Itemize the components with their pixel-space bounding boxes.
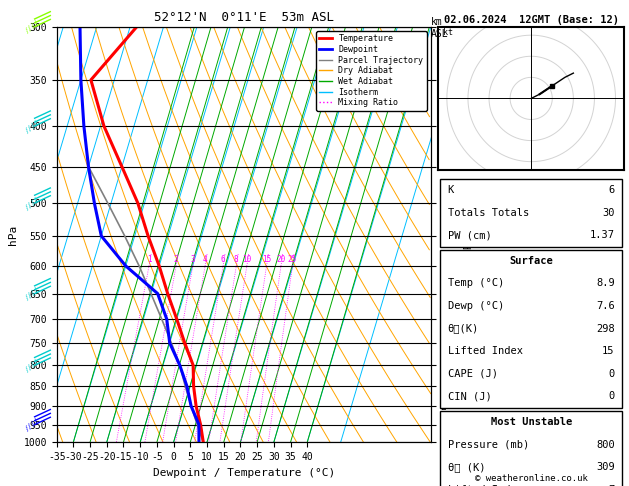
Text: 6: 6 (608, 185, 615, 195)
Text: CAPE (J): CAPE (J) (448, 369, 498, 379)
Text: 10: 10 (242, 255, 252, 264)
Text: K: K (448, 185, 454, 195)
Text: km
ASL: km ASL (431, 17, 448, 38)
Text: CIN (J): CIN (J) (448, 391, 491, 401)
Text: kt: kt (443, 28, 453, 37)
Text: 4: 4 (203, 255, 208, 264)
Text: 0: 0 (608, 391, 615, 401)
Text: θᴄ (K): θᴄ (K) (448, 462, 485, 472)
Text: 15: 15 (262, 255, 271, 264)
Text: PW (cm): PW (cm) (448, 230, 491, 240)
Bar (440, 250, 622, 408)
Text: ////: //// (24, 286, 41, 301)
Text: Pressure (mb): Pressure (mb) (448, 440, 529, 450)
Text: ////: //// (24, 417, 41, 433)
Text: ////: //// (24, 195, 41, 211)
Text: Temp (°C): Temp (°C) (448, 278, 504, 289)
Text: Lifted Index: Lifted Index (448, 485, 523, 486)
Title: 52°12'N  0°11'E  53m ASL: 52°12'N 0°11'E 53m ASL (153, 11, 334, 24)
Text: 1.37: 1.37 (590, 230, 615, 240)
Text: 20: 20 (276, 255, 286, 264)
Text: 25: 25 (288, 255, 297, 264)
Text: 800: 800 (596, 440, 615, 450)
Text: 309: 309 (596, 462, 615, 472)
Text: © weatheronline.co.uk: © weatheronline.co.uk (475, 474, 587, 483)
Text: Dewp (°C): Dewp (°C) (448, 301, 504, 311)
Text: 8.9: 8.9 (596, 278, 615, 289)
Y-axis label: hPa: hPa (8, 225, 18, 244)
Text: 7: 7 (608, 485, 615, 486)
Text: 30: 30 (602, 208, 615, 218)
Text: ////: //// (24, 19, 41, 35)
Text: Lifted Index: Lifted Index (448, 346, 523, 356)
Text: 02.06.2024  12GMT (Base: 12): 02.06.2024 12GMT (Base: 12) (443, 15, 619, 25)
Bar (440, 179, 622, 246)
Text: 0: 0 (608, 369, 615, 379)
Text: θᴄ(K): θᴄ(K) (448, 324, 479, 333)
Bar (440, 411, 622, 486)
Text: 2: 2 (174, 255, 179, 264)
Legend: Temperature, Dewpoint, Parcel Trajectory, Dry Adiabat, Wet Adiabat, Isotherm, Mi: Temperature, Dewpoint, Parcel Trajectory… (316, 31, 426, 110)
Text: ////: //// (24, 118, 41, 134)
Text: 15: 15 (602, 346, 615, 356)
Text: 3: 3 (191, 255, 195, 264)
Y-axis label: Mixing Ratio (g/kg): Mixing Ratio (g/kg) (464, 179, 474, 290)
Text: 1: 1 (147, 255, 152, 264)
Text: ////: //// (24, 358, 41, 373)
Text: 6: 6 (221, 255, 225, 264)
Text: 8: 8 (234, 255, 238, 264)
Text: Surface: Surface (509, 256, 553, 266)
Text: Most Unstable: Most Unstable (491, 417, 572, 427)
Text: 7.6: 7.6 (596, 301, 615, 311)
X-axis label: Dewpoint / Temperature (°C): Dewpoint / Temperature (°C) (153, 468, 335, 478)
Text: 298: 298 (596, 324, 615, 333)
Text: Totals Totals: Totals Totals (448, 208, 529, 218)
